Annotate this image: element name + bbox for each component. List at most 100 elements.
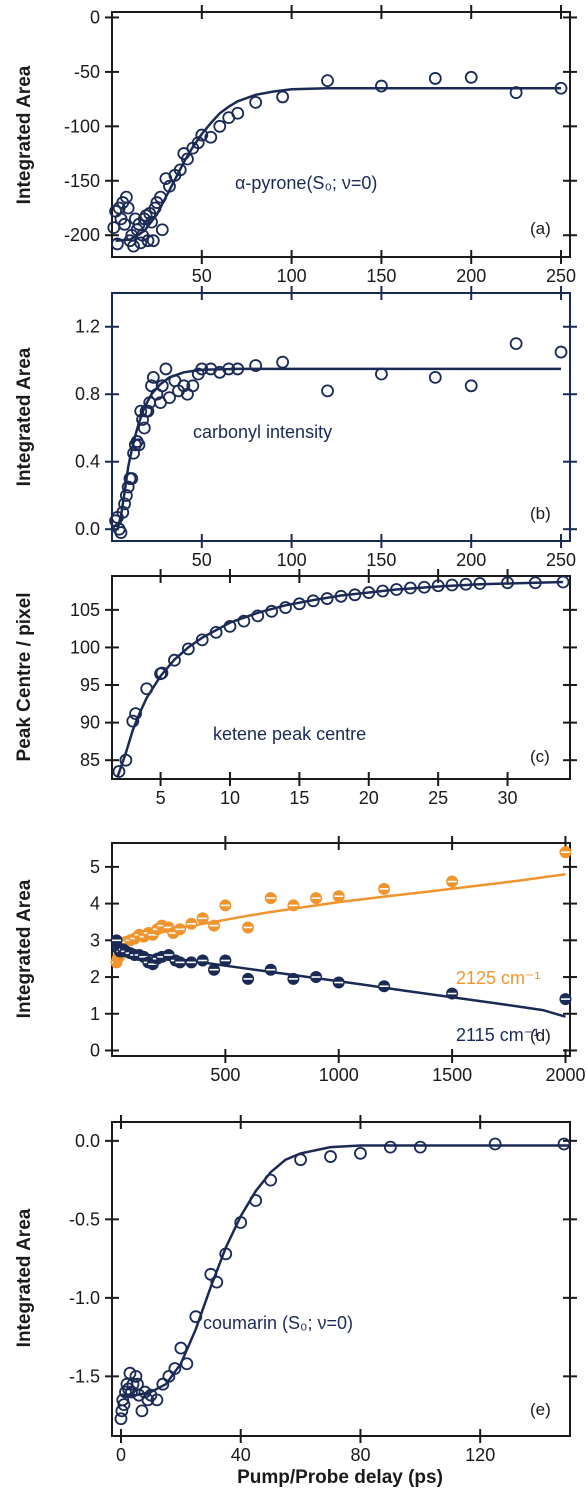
data-point	[209, 625, 223, 639]
x-tick-label: 1500	[432, 1065, 472, 1085]
legend-label-2125: 2125 cm⁻¹	[456, 968, 541, 988]
y-tick-label: 0	[90, 7, 100, 27]
data-point	[196, 954, 209, 967]
data-point	[114, 526, 128, 539]
data-point	[287, 972, 300, 985]
data-point	[428, 370, 442, 384]
x-tick-label: 40	[231, 1445, 251, 1465]
y-tick-label: 85	[80, 750, 100, 770]
y-tick-label: 95	[80, 675, 100, 695]
data-point	[332, 976, 345, 989]
data-point	[125, 472, 139, 485]
data-point	[156, 1377, 170, 1391]
y-tick-label: -1.0	[69, 1288, 100, 1308]
data-point	[249, 359, 263, 372]
data-point	[185, 917, 198, 930]
panel-annotation: coumarin (S₀; ν=0)	[203, 1313, 353, 1333]
data-point	[163, 179, 176, 193]
data-point	[159, 362, 173, 376]
data-point	[264, 963, 277, 976]
data-point	[150, 1393, 164, 1407]
y-tick-label: 0	[90, 1040, 100, 1060]
panel-label: (e)	[530, 1400, 551, 1419]
data-point	[137, 421, 151, 435]
y-axis-label: Peak Centre / pixel	[14, 593, 35, 762]
x-tick-label: 15	[289, 788, 309, 808]
x-tick-label: 500	[210, 1065, 240, 1085]
data-point	[115, 1404, 129, 1418]
data-point	[403, 581, 417, 595]
data-point	[417, 580, 431, 594]
panel-label: (b)	[530, 504, 551, 523]
panel-c: 5 10 15 20 25 30 85 90 95 100 105 Peak Centre / pi…	[14, 569, 577, 808]
data-point	[279, 601, 292, 614]
data-point	[173, 163, 187, 177]
data-point	[155, 666, 169, 680]
data-point	[134, 404, 148, 418]
data-point	[378, 882, 391, 895]
data-point	[195, 128, 209, 142]
data-point	[195, 362, 209, 376]
x-tick-label: 20	[359, 788, 379, 808]
data-point	[129, 707, 142, 720]
data-point	[138, 1385, 152, 1399]
data-point	[287, 899, 300, 912]
data-point	[119, 489, 133, 502]
data-point	[375, 79, 388, 93]
data-point	[445, 578, 459, 592]
data-point	[129, 1369, 143, 1383]
y-tick-label: 1.2	[75, 317, 100, 337]
data-point	[119, 753, 133, 767]
data-point	[168, 653, 181, 667]
data-point	[294, 1153, 307, 1167]
data-point	[195, 633, 209, 647]
data-point	[210, 1275, 224, 1289]
y-axis-label: Integrated Area	[14, 879, 35, 1018]
data-point	[162, 1369, 176, 1383]
data-point	[554, 345, 568, 359]
x-tick-label: 80	[350, 1445, 370, 1465]
x-tick-label: 150	[366, 266, 396, 286]
data-point	[189, 1310, 203, 1324]
y-tick-label: 0.0	[75, 519, 100, 539]
data-point	[231, 106, 245, 120]
y-tick-label: 100	[70, 637, 100, 657]
data-point	[375, 367, 388, 381]
y-tick-label: -100	[64, 116, 100, 136]
data-point	[116, 505, 130, 519]
data-point	[242, 972, 255, 985]
data-point	[141, 404, 155, 418]
data-point	[186, 379, 200, 393]
data-point	[237, 614, 251, 628]
data-point	[168, 1362, 182, 1375]
panel-a: 50 100 150 200 250 0 -50 -100 -150 -200 Integrate…	[14, 5, 577, 286]
data-point	[126, 714, 140, 728]
data-point	[118, 497, 131, 511]
data-point	[134, 236, 148, 250]
data-point	[119, 1385, 132, 1399]
x-tick-label: 30	[498, 788, 518, 808]
y-axis-label: Integrated Area	[14, 347, 35, 486]
data-point	[321, 384, 334, 398]
data-point	[148, 201, 162, 215]
data-point	[155, 223, 169, 237]
y-tick-label: 90	[80, 713, 100, 733]
data-point	[185, 956, 198, 969]
y-tick-label: 1	[90, 1004, 100, 1024]
x-tick-label: 5	[156, 788, 166, 808]
plot-frame	[111, 1121, 571, 1437]
x-axis-label: Pump/Probe delay (ps)	[237, 1467, 443, 1488]
data-point	[140, 682, 154, 696]
data-point	[191, 136, 205, 150]
data-point	[501, 576, 514, 590]
data-point	[554, 81, 568, 95]
data-point	[310, 892, 323, 905]
y-tick-label: 0.0	[75, 1131, 100, 1151]
x-tick-label: 50	[192, 266, 212, 286]
data-point	[181, 642, 195, 656]
data-point	[196, 912, 209, 925]
data-point	[413, 1140, 427, 1154]
data-point	[234, 1216, 248, 1229]
panel-annotation: α-pyrone(S₀; ν=0)	[235, 173, 377, 193]
